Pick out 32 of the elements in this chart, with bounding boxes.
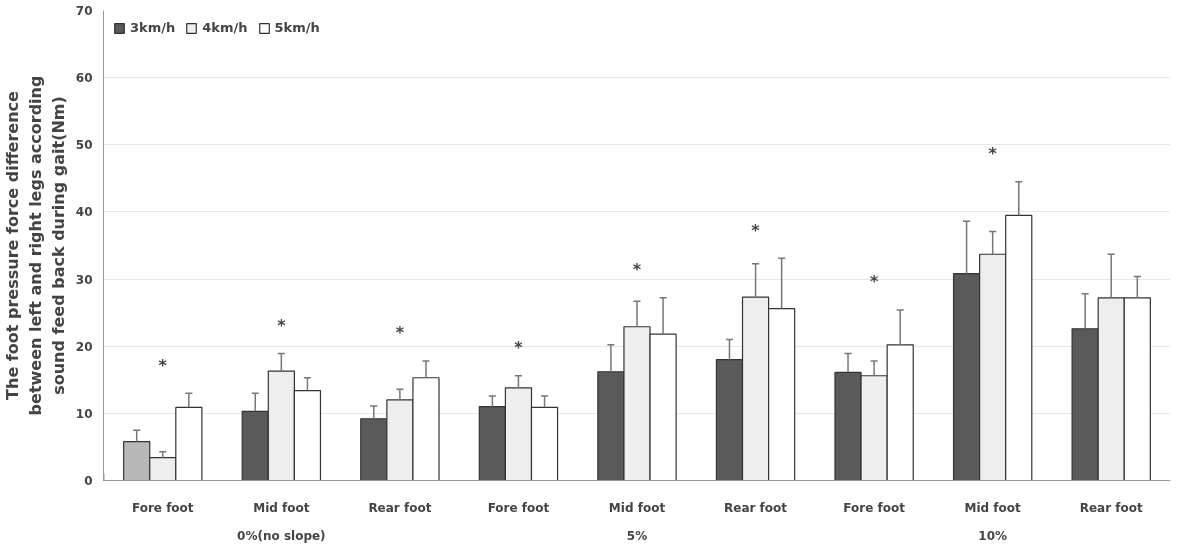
annotation: * bbox=[514, 338, 524, 358]
x-tick-label: Fore foot bbox=[131, 500, 194, 515]
x-tick-label: Fore foot bbox=[487, 500, 550, 515]
legend-label: 4km/h bbox=[202, 20, 248, 35]
annotation: * bbox=[395, 323, 405, 343]
legend-label: 3km/h bbox=[130, 20, 176, 35]
annotation: * bbox=[869, 272, 879, 292]
annotation: * bbox=[158, 355, 168, 375]
y-tick-label: 40 bbox=[75, 205, 93, 220]
x-tick-label: Mid foot bbox=[253, 500, 310, 515]
text: 5% bbox=[626, 528, 648, 543]
legend-label: 5km/h bbox=[274, 20, 320, 35]
y-tick-label: 60 bbox=[75, 71, 93, 86]
y-axis-title: The foot pressure force difference between left and right legs according sound feed back during gait(Nm) bbox=[3, 75, 68, 416]
y-tick-label: 0 bbox=[84, 474, 93, 488]
y-tick-label: 30 bbox=[75, 272, 93, 287]
y-tick-label: 10 bbox=[75, 406, 93, 421]
x-tick-label: Rear foot bbox=[368, 500, 432, 515]
annotation: * bbox=[277, 315, 287, 335]
annotation: * bbox=[751, 220, 761, 240]
y-tick-label: 50 bbox=[75, 138, 93, 153]
x-tick-label: Fore foot bbox=[843, 500, 906, 515]
annotation: * bbox=[632, 260, 642, 280]
y-tick-label: 20 bbox=[75, 339, 93, 354]
text: 0%(no slope) bbox=[237, 528, 326, 543]
annotation: * bbox=[988, 144, 998, 164]
x-tick-label: Mid foot bbox=[608, 500, 666, 515]
text: 10% bbox=[978, 528, 1008, 543]
x-tick-label: Rear foot bbox=[1079, 500, 1143, 515]
y-tick-label: 70 bbox=[75, 4, 93, 18]
x-tick-label: Rear foot bbox=[724, 500, 788, 515]
x-tick-label: Mid foot bbox=[964, 500, 1022, 515]
